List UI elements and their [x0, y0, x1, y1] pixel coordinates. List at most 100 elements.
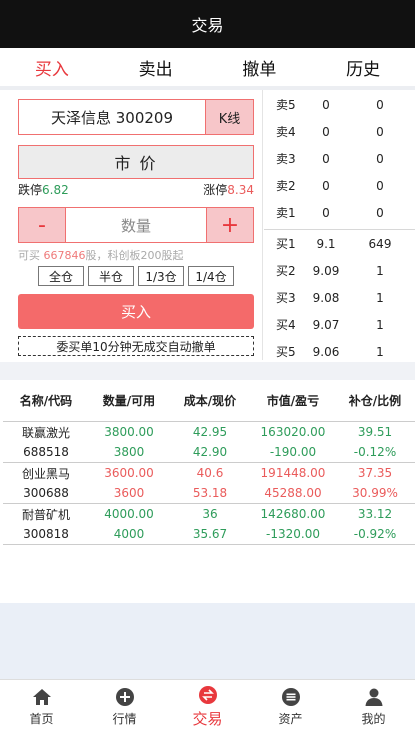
- ask-price: 0: [322, 124, 330, 139]
- plus-circle-icon: [115, 687, 135, 707]
- bid-price: 9.09: [312, 263, 340, 278]
- quantity: 3600.00: [104, 466, 154, 480]
- decrease-button[interactable]: -: [18, 207, 66, 243]
- position-third-button[interactable]: 1/3仓: [138, 266, 184, 286]
- bid-row[interactable]: 买2 9.09 1: [264, 257, 415, 284]
- profit-loss: 45288.00: [264, 486, 322, 500]
- bid-row[interactable]: 买1 9.1 649: [264, 230, 415, 257]
- ask-row[interactable]: 卖1 0 0: [264, 199, 415, 226]
- ask-volume: 0: [376, 124, 384, 139]
- available: 3800: [113, 445, 145, 459]
- add-price: 33.12: [357, 507, 393, 521]
- trade-tabs: 买入 卖出 撤单 历史: [0, 48, 415, 90]
- available-suffix: 股，科创板200股起: [85, 249, 184, 262]
- stock-input[interactable]: 天泽信息 300209: [18, 99, 206, 135]
- tab-sell[interactable]: 卖出: [138, 59, 173, 80]
- position-full-button[interactable]: 全仓: [38, 266, 84, 286]
- market-value: 163020.00: [260, 425, 326, 439]
- available-count: 667846: [43, 249, 86, 262]
- nav-home-label: 首页: [29, 712, 54, 726]
- stock-name: 耐普矿机: [21, 507, 70, 522]
- limit-up-value: 8.34: [227, 183, 254, 197]
- ask-label: 卖4: [276, 125, 296, 139]
- exchange-icon: [198, 685, 218, 705]
- available-prefix: 可买: [18, 249, 44, 262]
- cost: 36: [202, 507, 218, 521]
- stock-selector-row: 天泽信息 300209 K线: [18, 99, 254, 135]
- available: 4000: [113, 527, 145, 541]
- increase-button[interactable]: +: [206, 207, 254, 243]
- bid-price: 9.06: [312, 344, 340, 359]
- header-name-code: 名称/代码: [19, 394, 73, 408]
- buy-button[interactable]: 买入: [18, 294, 254, 329]
- current-price: 53.18: [192, 486, 228, 500]
- quantity-stepper: - 数量 +: [18, 207, 254, 243]
- nav-trade[interactable]: 交易: [166, 680, 249, 734]
- empty-area: [0, 603, 415, 679]
- add-price: 37.35: [357, 466, 393, 480]
- ask-row[interactable]: 卖2 0 0: [264, 172, 415, 199]
- price-mode-select[interactable]: 市 价: [18, 145, 254, 179]
- market-value: 191448.00: [260, 466, 326, 480]
- bottom-nav: 首页 行情 交易 资产 我的: [0, 679, 415, 734]
- available-info: 可买 667846股，科创板200股起: [18, 247, 254, 262]
- ask-volume: 0: [376, 178, 384, 193]
- bid-row[interactable]: 买5 9.06 1: [264, 338, 415, 365]
- bid-label: 买4: [276, 318, 296, 332]
- ask-volume: 0: [376, 97, 384, 112]
- order-form: 天泽信息 300209 K线 市 价 跌停6.82 涨停8.34 - 数量 + …: [18, 99, 254, 356]
- ask-volume: 0: [376, 151, 384, 166]
- bid-row[interactable]: 买4 9.07 1: [264, 311, 415, 338]
- header-cost-price: 成本/现价: [183, 394, 237, 408]
- ratio: 30.99%: [352, 486, 398, 500]
- table-row[interactable]: 耐普矿机 4000.00 36 142680.00 33.12 300818 4…: [3, 504, 415, 545]
- stock-code: 688518: [23, 445, 69, 459]
- header-add-ratio: 补仓/比例: [348, 394, 402, 408]
- limit-up: 涨停8.34: [203, 181, 254, 197]
- ask-label: 卖3: [276, 152, 296, 166]
- bid-price: 9.07: [312, 317, 340, 332]
- ask-label: 卖1: [276, 206, 296, 220]
- header-qty-avail: 数量/可用: [102, 394, 156, 408]
- table-header: 名称/代码 数量/可用 成本/现价 市值/盈亏 补仓/比例: [3, 380, 415, 422]
- position-quarter-button[interactable]: 1/4仓: [188, 266, 234, 286]
- bid-price: 9.08: [312, 290, 340, 305]
- cost: 40.6: [196, 466, 224, 480]
- nav-assets[interactable]: 资产: [249, 680, 332, 734]
- position-half-button[interactable]: 半仓: [88, 266, 134, 286]
- tab-buy[interactable]: 买入: [34, 59, 69, 80]
- ask-row[interactable]: 卖3 0 0: [264, 145, 415, 172]
- nav-profile[interactable]: 我的: [332, 680, 415, 734]
- tab-cancel[interactable]: 撤单: [242, 59, 277, 80]
- bid-row[interactable]: 买3 9.08 1: [264, 284, 415, 311]
- current-price: 35.67: [192, 527, 228, 541]
- nav-market[interactable]: 行情: [83, 680, 166, 734]
- ask-row[interactable]: 卖5 0 0: [264, 91, 415, 118]
- kline-button[interactable]: K线: [206, 99, 254, 135]
- holdings-table: 名称/代码 数量/可用 成本/现价 市值/盈亏 补仓/比例 联赢激光 3800.…: [3, 380, 415, 545]
- nav-assets-label: 资产: [278, 712, 303, 726]
- bid-label: 买5: [276, 345, 296, 359]
- table-row[interactable]: 联赢激光 3800.00 42.95 163020.00 39.51 68851…: [3, 422, 415, 463]
- bid-label: 买1: [276, 237, 296, 251]
- quantity-input[interactable]: 数量: [66, 207, 206, 243]
- header-value-pl: 市值/盈亏: [266, 394, 320, 408]
- limit-up-label: 涨停: [203, 183, 228, 197]
- stock-code: 300818: [23, 527, 69, 541]
- ask-price: 0: [322, 205, 330, 220]
- nav-market-label: 行情: [112, 712, 137, 726]
- page-title: 交易: [0, 0, 415, 48]
- table-row[interactable]: 创业黑马 3600.00 40.6 191448.00 37.35 300688…: [3, 463, 415, 504]
- nav-home[interactable]: 首页: [0, 680, 83, 734]
- home-icon: [32, 687, 52, 707]
- ask-volume: 0: [376, 205, 384, 220]
- auto-cancel-notice: 委买单10分钟无成交自动撤单: [18, 336, 254, 356]
- ask-row[interactable]: 卖4 0 0: [264, 118, 415, 145]
- bid-volume: 1: [376, 290, 384, 305]
- book-divider: [264, 229, 415, 230]
- bid-volume: 649: [368, 236, 392, 251]
- ask-label: 卖2: [276, 179, 296, 193]
- tab-history[interactable]: 历史: [346, 59, 381, 80]
- add-price: 39.51: [357, 425, 393, 439]
- stock-name: 创业黑马: [21, 466, 70, 481]
